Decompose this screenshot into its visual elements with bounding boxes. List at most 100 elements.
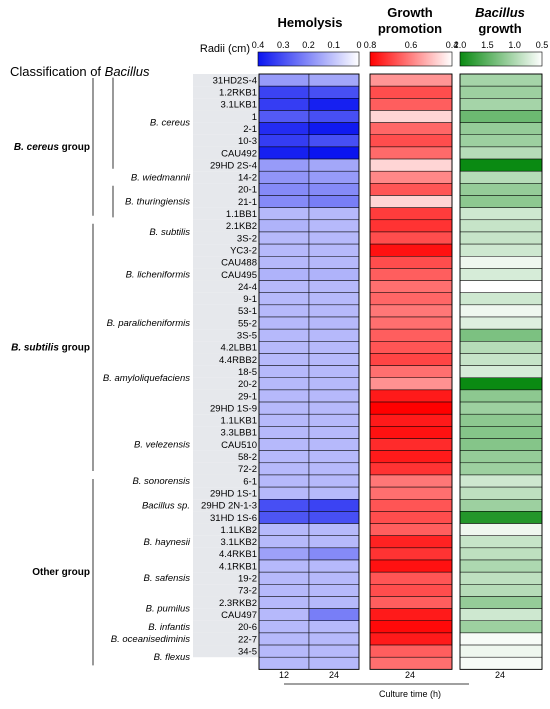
- hemolysis-24h-cell: [308, 292, 360, 306]
- hemolysis-24h-cell: [308, 401, 360, 415]
- hemolysis-24h-cell: [308, 98, 360, 111]
- group-label: B. cereus group: [14, 142, 90, 153]
- bacillus-growth-cell: [459, 535, 543, 549]
- growth-promotion-title-line1: Growth: [387, 5, 433, 20]
- row-label-bg: [193, 280, 259, 293]
- growth-promotion-cell: [369, 632, 453, 646]
- row-label-bg: [193, 523, 259, 536]
- hemolysis-12h-cell: [258, 486, 310, 500]
- growth-promotion-cell: [369, 98, 453, 111]
- legend-bar-0: [257, 51, 360, 67]
- classification-title: Classification of Bacillus: [10, 64, 150, 79]
- row-label-bg: [193, 110, 259, 123]
- row-label-bg: [193, 329, 259, 342]
- legend-tick-0-4: 0: [356, 40, 361, 50]
- bacillus-growth-cell: [459, 450, 543, 464]
- hemolysis-24h-cell: [308, 608, 360, 621]
- hemolysis-12h-cell: [258, 183, 310, 196]
- growth-promotion-cell: [369, 365, 453, 379]
- bacillus-growth-cell: [459, 304, 543, 318]
- row-label-bg: [193, 377, 259, 390]
- row-label-bg: [193, 341, 259, 354]
- strain-label: 29HD 2N-1-3: [201, 501, 257, 512]
- row-label-bg: [193, 231, 259, 245]
- strain-label: 31HD2S-4: [213, 75, 257, 86]
- legend-tick-1-0: 0.8: [364, 40, 377, 50]
- strain-label: 3.1LKB1: [221, 100, 257, 111]
- strain-label: 20-6: [238, 622, 257, 633]
- growth-promotion-cell: [369, 219, 453, 233]
- strain-label: 73-2: [238, 586, 257, 597]
- row-label-bg: [193, 98, 259, 111]
- strain-label: 29HD 2S-4: [210, 160, 257, 171]
- heatmap-cells: [258, 73, 543, 670]
- hemolysis-24h-cell: [308, 571, 360, 585]
- hemolysis-24h-cell: [308, 183, 360, 196]
- bacillus-growth-cell: [459, 316, 543, 330]
- bacillus-growth-cell: [459, 632, 543, 646]
- strain-label: 1.2RKB1: [219, 88, 257, 99]
- panel-border-2: [459, 73, 543, 670]
- hemolysis-12h-cell: [258, 134, 310, 148]
- hemolysis-12h-cell: [258, 195, 310, 208]
- growth-promotion-cell: [369, 110, 453, 123]
- hemolysis-24h-cell: [308, 426, 360, 439]
- legend-tick-0-2: 0.2: [302, 40, 315, 50]
- strain-label: 18-5: [238, 367, 257, 378]
- hemolysis-12h-cell: [258, 413, 310, 427]
- hemolysis-12h-cell: [258, 644, 310, 658]
- row-label-bg: [193, 608, 259, 621]
- growth-promotion-cell: [369, 656, 453, 670]
- hemolysis-24h-cell: [308, 559, 360, 573]
- growth-promotion-cell: [369, 547, 453, 561]
- species-label: B. wiedmannii: [131, 172, 191, 183]
- strain-label: 72-2: [238, 464, 257, 475]
- hemolysis-24h-cell: [308, 596, 360, 609]
- strain-label: 29HD 1S-9: [210, 403, 257, 414]
- species-label: B. velezensis: [134, 440, 190, 451]
- hemolysis-24h-cell: [308, 146, 360, 160]
- growth-promotion-cell: [369, 486, 453, 500]
- hemolysis-12h-cell: [258, 426, 310, 439]
- bacillus-growth-cell: [459, 98, 543, 111]
- hemolysis-12h-cell: [258, 462, 310, 476]
- hemolysis-12h-cell: [258, 547, 310, 561]
- hemolysis-12h-cell: [258, 523, 310, 536]
- strain-label: 29HD 1S-1: [210, 488, 257, 499]
- strain-label: 31HD 1S-6: [210, 513, 257, 524]
- color-legends: 0.4 0.3 0.2 0.1 0 0.8 0.6 0.42.0 1.5 1.0 0.5: [252, 40, 548, 67]
- bacillus-growth-cell: [459, 280, 543, 293]
- group-label: Other group: [32, 567, 90, 578]
- hemolysis-24h-cell: [308, 523, 360, 536]
- hemolysis-24h-cell: [308, 499, 360, 512]
- strain-label: YC3-2: [230, 245, 257, 256]
- hemolysis-24h-cell: [308, 195, 360, 208]
- group-label: B. subtilis group: [11, 342, 90, 353]
- hemolysis-12h-cell: [258, 584, 310, 597]
- growth-promotion-cell: [369, 195, 453, 208]
- strain-label: 1.1LKB1: [221, 416, 257, 427]
- growth-promotion-cell: [369, 596, 453, 609]
- bacillus-growth-cell: [459, 559, 543, 573]
- hemolysis-24h-cell: [308, 474, 360, 488]
- row-label-bg: [193, 292, 259, 305]
- species-label: B. safensis: [144, 573, 191, 584]
- hemolysis-24h-cell: [308, 73, 360, 87]
- hemolysis-12h-cell: [258, 499, 310, 512]
- growth-promotion-cell: [369, 170, 453, 184]
- hemolysis-24h-cell: [308, 231, 360, 245]
- bacillus-growth-cell: [459, 146, 543, 160]
- hemolysis-24h-cell: [308, 486, 360, 500]
- row-label-bg: [193, 560, 259, 573]
- xtick-24-growth: 24: [405, 670, 415, 680]
- hemolysis-12h-cell: [258, 341, 310, 354]
- strain-label: 14-2: [238, 173, 257, 184]
- legend-bar-1: [369, 51, 453, 67]
- hemolysis-24h-cell: [308, 243, 360, 257]
- growth-promotion-cell: [369, 243, 453, 257]
- hemolysis-12h-cell: [258, 110, 310, 123]
- bacillus-growth-cell: [459, 547, 543, 561]
- row-label-bg: [193, 86, 259, 99]
- hemolysis-24h-cell: [308, 377, 360, 391]
- row-label-bg: [193, 450, 259, 463]
